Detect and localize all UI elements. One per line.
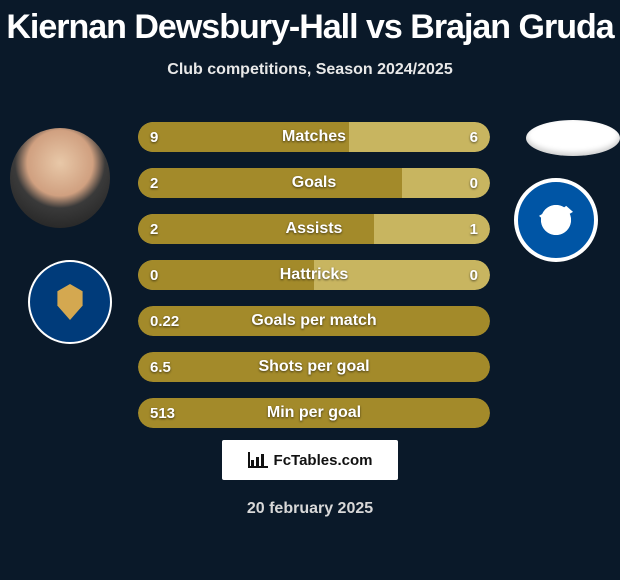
- stat-label: Min per goal: [138, 398, 490, 428]
- page-subtitle: Club competitions, Season 2024/2025: [0, 61, 620, 79]
- stat-value-right: 6: [470, 122, 478, 152]
- brand-text: FcTables.com: [274, 452, 373, 469]
- stats-bars: Matches96Goals20Assists21Hattricks00Goal…: [138, 122, 490, 444]
- stat-value-right: 0: [470, 260, 478, 290]
- stat-value-left: 9: [150, 122, 158, 152]
- stat-row: Shots per goal6.5: [138, 352, 490, 382]
- stat-label: Goals per match: [138, 306, 490, 336]
- date-label: 20 february 2025: [0, 500, 620, 518]
- stat-value-left: 0: [150, 260, 158, 290]
- stat-label: Goals: [138, 168, 490, 198]
- stat-row: Goals per match0.22: [138, 306, 490, 336]
- stat-row: Goals2 0: [138, 168, 490, 198]
- club-badge-right-icon: [514, 178, 598, 262]
- club-badge-left-icon: [28, 260, 112, 344]
- stat-row: Min per goal513: [138, 398, 490, 428]
- stat-value-left: 2: [150, 214, 158, 244]
- stat-value-left: 0.22: [150, 306, 179, 336]
- stat-label: Hattricks: [138, 260, 490, 290]
- stat-value-left: 2: [150, 168, 158, 198]
- stat-label: Shots per goal: [138, 352, 490, 382]
- face-placeholder-icon: [10, 128, 110, 228]
- stat-value-left: 513: [150, 398, 175, 428]
- stat-row: Hattricks0 0: [138, 260, 490, 290]
- stat-label: Matches: [138, 122, 490, 152]
- player-left-photo: [10, 128, 110, 228]
- stat-value-right: 0: [470, 168, 478, 198]
- player-right-photo: [526, 120, 620, 156]
- stat-label: Assists: [138, 214, 490, 244]
- page-title: Kiernan Dewsbury-Hall vs Brajan Gruda: [0, 0, 620, 47]
- stat-row: Assists2 1: [138, 214, 490, 244]
- brand-logo: FcTables.com: [222, 440, 398, 480]
- stat-row: Matches9 6: [138, 122, 490, 152]
- stat-value-right: 1: [470, 214, 478, 244]
- stat-value-left: 6.5: [150, 352, 171, 382]
- chart-icon: [248, 452, 268, 468]
